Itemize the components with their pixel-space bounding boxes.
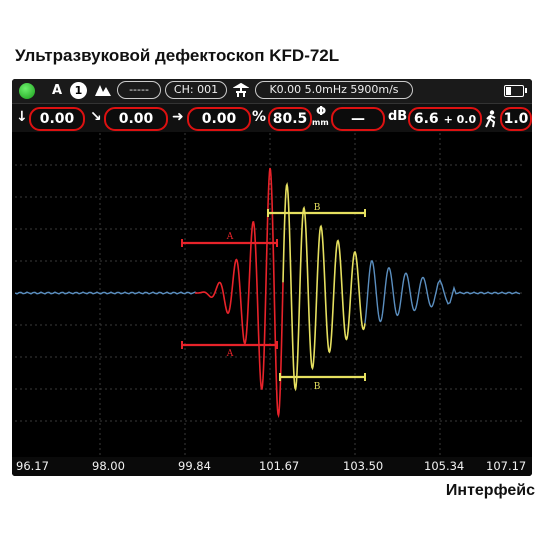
depth-down-icon: ↓ bbox=[16, 109, 28, 125]
x-tick: 105.34 bbox=[424, 459, 465, 473]
depth-diagonal-field[interactable]: 0.00 bbox=[104, 107, 168, 131]
gate-a-label-top: A bbox=[226, 232, 234, 242]
channel-pill[interactable]: CH: 001 bbox=[165, 81, 227, 99]
depth-down-field[interactable]: 0.00 bbox=[29, 107, 85, 131]
echo-yellow bbox=[282, 181, 366, 392]
gate-a[interactable]: A A bbox=[181, 232, 278, 359]
gain-value: 6.6 bbox=[413, 111, 439, 127]
gain-offset: + 0.0 bbox=[443, 113, 477, 126]
mode-label[interactable]: A bbox=[52, 83, 63, 98]
x-tick: 96.17 bbox=[16, 459, 49, 473]
flaw-detector-screen: A 1 ----- CH: 001 K0.00 5.0mHz 5900m/s ↓… bbox=[12, 79, 532, 476]
x-tick: 103.50 bbox=[343, 459, 384, 473]
db-label: dB bbox=[388, 109, 408, 124]
x-tick: 101.67 bbox=[259, 459, 300, 473]
amplitude-field[interactable]: 80.5 bbox=[268, 107, 312, 131]
echo-red bbox=[195, 167, 284, 419]
percent-label: % bbox=[252, 109, 267, 125]
walking-person-icon bbox=[485, 110, 496, 128]
x-tick: 99.84 bbox=[178, 459, 211, 473]
battery-icon bbox=[504, 85, 527, 97]
interface-caption: Интерфейс bbox=[445, 482, 535, 499]
a-scan-plot[interactable]: A A B B bbox=[15, 133, 525, 455]
phi-field[interactable]: — bbox=[331, 107, 385, 131]
readout-bar: ↓ 0.00 ↘ 0.00 ➜ 0.00 % 80.5 Φ mm — dB 6.… bbox=[12, 104, 532, 132]
depth-diagonal-icon: ↘ bbox=[90, 109, 102, 125]
status-bar: A 1 ----- CH: 001 K0.00 5.0mHz 5900m/s bbox=[12, 79, 532, 104]
x-axis: 96.17 98.00 99.84 101.67 103.50 105.34 1… bbox=[12, 457, 532, 476]
gate-a-label-bottom: A bbox=[226, 349, 234, 359]
phi-unit-label: mm bbox=[312, 118, 329, 127]
x-tick: 98.00 bbox=[92, 459, 125, 473]
phi-label: Φ bbox=[316, 104, 327, 118]
peak-icon[interactable] bbox=[94, 83, 112, 97]
depth-horizontal-icon: ➜ bbox=[172, 109, 184, 125]
gain-field[interactable]: 6.6 + 0.0 bbox=[408, 107, 482, 131]
x-tick: 107.17 bbox=[486, 459, 527, 473]
step-field[interactable]: 1.0 bbox=[500, 107, 532, 131]
grid bbox=[15, 133, 525, 455]
gate-b-label-bottom: B bbox=[314, 382, 321, 392]
gate-b[interactable]: B B bbox=[267, 203, 366, 392]
gate-b-label-top: B bbox=[314, 203, 321, 213]
echo-tail-blue bbox=[364, 259, 521, 324]
baseline-left bbox=[15, 291, 198, 295]
gate-mode-pill[interactable]: ----- bbox=[117, 81, 161, 99]
status-led-icon bbox=[19, 83, 35, 99]
probe-icon[interactable] bbox=[233, 83, 249, 99]
page-title: Ультразвуковой дефектоскоп KFD-72L bbox=[15, 46, 340, 65]
depth-horizontal-field[interactable]: 0.00 bbox=[187, 107, 251, 131]
channel-index-badge[interactable]: 1 bbox=[70, 82, 87, 99]
probe-info-pill[interactable]: K0.00 5.0mHz 5900m/s bbox=[255, 81, 413, 99]
